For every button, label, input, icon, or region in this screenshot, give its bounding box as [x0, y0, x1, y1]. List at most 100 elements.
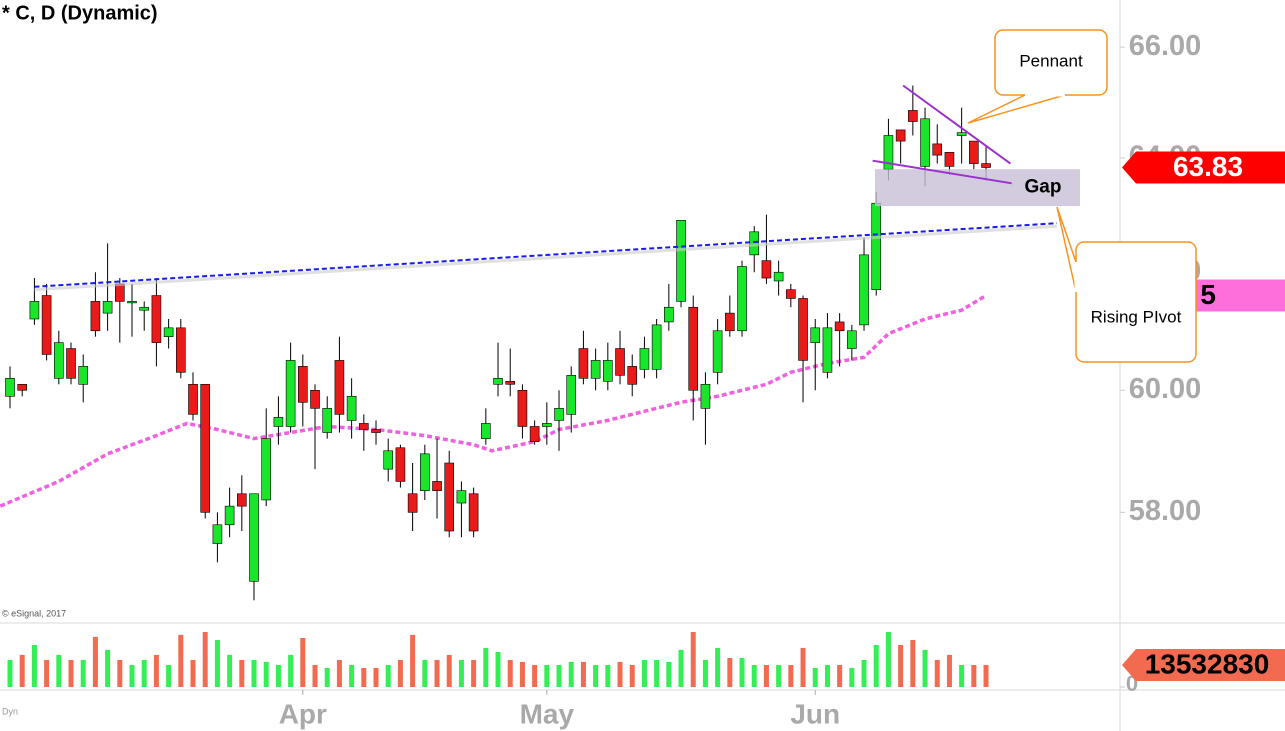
- volume-bar: [629, 665, 635, 687]
- volume-bar: [654, 659, 660, 687]
- candle-body: [590, 360, 601, 379]
- candle-body: [224, 505, 235, 526]
- candle-body: [651, 324, 662, 370]
- volume-bar: [385, 665, 391, 687]
- candle-body: [981, 163, 991, 168]
- candle-body: [810, 327, 821, 343]
- volume-bar: [68, 659, 74, 687]
- candle-body: [444, 462, 455, 532]
- volume-bar: [617, 661, 623, 687]
- volume-bar: [532, 665, 538, 687]
- volume-bar: [885, 631, 891, 687]
- volume-bar: [556, 665, 562, 687]
- candle-body: [322, 408, 333, 433]
- gap-zone: [875, 169, 1080, 207]
- volume-bar: [776, 665, 782, 687]
- volume-bar: [129, 665, 135, 687]
- candle-body: [456, 490, 467, 504]
- volume-bar: [580, 661, 586, 687]
- candle-body: [200, 383, 211, 513]
- volume-bar: [300, 638, 306, 687]
- candle-body: [566, 375, 577, 415]
- volume-bar: [837, 665, 843, 687]
- volume-bar: [495, 652, 501, 687]
- volume-bar: [288, 654, 294, 687]
- candle-body: [127, 301, 137, 304]
- volume-bar: [80, 659, 86, 687]
- price-tag-label: 63.83: [1173, 151, 1243, 182]
- candle-body: [66, 348, 76, 379]
- candle-body: [41, 295, 52, 355]
- candle-body: [969, 140, 979, 164]
- candle-body: [420, 453, 430, 491]
- volume-bar: [922, 649, 928, 687]
- volume-bar: [946, 654, 952, 687]
- candle-body: [54, 342, 64, 379]
- volume-bar: [934, 659, 940, 687]
- volume-bar: [873, 645, 879, 687]
- volume-bar: [751, 665, 757, 687]
- candle-body: [493, 378, 503, 385]
- volume-bar: [458, 659, 464, 687]
- volume-bar: [715, 647, 721, 687]
- pivot-shadow: [34, 224, 1057, 292]
- volume-bar: [397, 659, 403, 687]
- volume-bar: [105, 649, 111, 687]
- candle-body: [115, 283, 125, 302]
- candle-body: [102, 301, 113, 314]
- volume-bar: [739, 658, 745, 687]
- volume-bar: [471, 659, 477, 687]
- candle-body: [5, 378, 15, 397]
- candle-body: [676, 220, 686, 302]
- volume-bar: [251, 659, 257, 687]
- overlay: Gap 63.83 5 13532830 Pennant Rising PIvot: [34, 29, 1285, 681]
- callout-label: Rising PIvot: [1091, 307, 1182, 326]
- pennant-line: [902, 84, 1011, 165]
- candle-body: [383, 450, 394, 470]
- candle-body: [237, 493, 247, 507]
- pivot-line: [34, 222, 1057, 288]
- volume-tag-label: 13532830: [1145, 648, 1270, 679]
- candle-body: [90, 301, 101, 332]
- candle-body: [603, 360, 613, 382]
- volume-bar: [166, 665, 172, 687]
- volume-bar: [507, 659, 513, 687]
- volume-bar: [44, 659, 50, 687]
- candle-body: [627, 366, 638, 385]
- callout-pointer: [967, 94, 1066, 124]
- x-tick-label: Jun: [790, 698, 840, 729]
- x-tick-label: Apr: [279, 698, 327, 729]
- volume-bar: [824, 665, 830, 687]
- candle-body: [468, 493, 479, 532]
- candle-body: [151, 295, 162, 343]
- gap-label: Gap: [1025, 177, 1062, 198]
- candle-body: [798, 298, 808, 361]
- volume-bar: [19, 654, 25, 687]
- volume-bar: [727, 658, 733, 687]
- candle-body: [725, 312, 735, 332]
- volume-bar: [422, 659, 428, 687]
- volume-bar: [178, 634, 184, 687]
- corner-label: Dyn: [2, 706, 18, 716]
- candle-body: [822, 327, 833, 373]
- candle-body: [944, 152, 955, 167]
- volume-bar: [544, 665, 550, 687]
- volume-bar: [788, 665, 794, 687]
- volume-bar: [263, 661, 269, 687]
- candle-body: [481, 423, 491, 439]
- y-tick-label: 58.00: [1129, 495, 1202, 527]
- volume-bar: [593, 665, 599, 687]
- volume-bar: [983, 664, 989, 687]
- callout-box: [1075, 241, 1197, 363]
- candle-body: [834, 321, 845, 332]
- candle-body: [505, 380, 516, 385]
- candle-body: [773, 271, 784, 282]
- volume-bar: [849, 667, 855, 687]
- volume-bar: [763, 665, 769, 687]
- candle-body: [78, 366, 89, 385]
- volume-bar: [410, 634, 416, 687]
- volume-bar: [812, 667, 818, 687]
- candle-body: [163, 327, 174, 337]
- candle-body: [554, 408, 564, 421]
